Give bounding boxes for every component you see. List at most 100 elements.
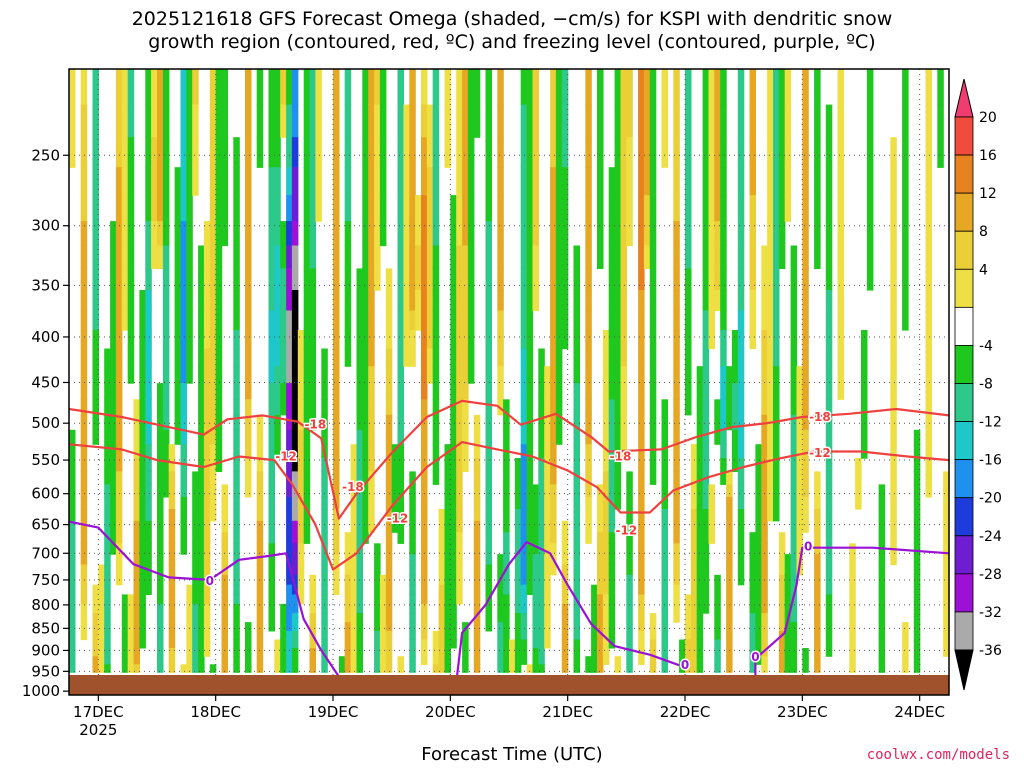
omega-cell <box>104 414 111 431</box>
omega-cell <box>233 496 240 510</box>
omega-cell <box>209 484 217 498</box>
omega-cell <box>192 69 199 106</box>
omega-cell <box>385 656 393 665</box>
omega-cell <box>925 429 932 445</box>
omega-cell <box>585 69 592 106</box>
omega-cell <box>608 471 616 485</box>
omega-cell <box>462 167 469 196</box>
omega-cell <box>532 245 539 269</box>
omega-cell <box>157 399 164 416</box>
omega-cell <box>714 630 721 641</box>
omega-cell <box>221 622 228 632</box>
omega-cell <box>397 245 404 269</box>
omega-cell <box>92 429 99 445</box>
omega-cell <box>626 532 633 544</box>
omega-cell <box>913 458 921 472</box>
omega-cell <box>937 69 944 106</box>
omega-cell <box>866 195 874 222</box>
omega-cell <box>145 471 152 485</box>
omega-cell <box>737 429 745 445</box>
omega-cell <box>80 594 88 605</box>
omega-cell <box>626 622 633 632</box>
omega-cell <box>309 603 316 614</box>
omega-cell <box>790 310 798 331</box>
omega-cell <box>233 554 240 566</box>
omega-cell <box>286 532 293 544</box>
omega-cell <box>309 664 316 673</box>
omega-cell <box>145 444 152 459</box>
omega-cell <box>291 564 299 576</box>
omega-cell <box>626 594 633 605</box>
omega-cell <box>585 366 592 384</box>
omega-cell <box>374 554 381 566</box>
omega-cell <box>321 639 328 649</box>
omega-cell <box>937 104 944 138</box>
omega-cell <box>526 195 534 222</box>
omega-cell <box>913 574 921 586</box>
omega-cell <box>890 414 897 431</box>
omega-cell <box>620 330 627 350</box>
omega-cell <box>409 509 416 522</box>
omega-cell <box>626 167 633 196</box>
omega-cell <box>790 584 798 595</box>
omega-cell <box>608 245 616 269</box>
omega-cell <box>773 69 780 106</box>
omega-cell <box>186 366 193 384</box>
omega-cell <box>115 471 123 485</box>
omega-cell <box>162 221 170 247</box>
omega-cell <box>708 137 715 168</box>
omega-cell <box>685 656 692 665</box>
omega-cell <box>104 554 111 566</box>
omega-cell <box>814 221 821 247</box>
omega-cell <box>943 639 949 649</box>
omega-cell <box>673 290 680 312</box>
omega-cell <box>485 532 492 544</box>
omega-cell <box>450 622 457 632</box>
omega-cell <box>426 245 434 269</box>
omega-cell <box>773 458 780 472</box>
omega-cell <box>532 484 539 498</box>
omega-cell <box>497 167 504 196</box>
omega-cell <box>602 639 610 649</box>
omega-cell <box>790 622 798 632</box>
omega-cell <box>497 656 504 665</box>
omega-cell <box>685 664 692 673</box>
omega-cell <box>139 429 146 445</box>
omega-cell <box>80 399 88 416</box>
omega-cell <box>749 564 756 576</box>
omega-cell <box>321 509 328 522</box>
omega-cell <box>597 639 604 649</box>
omega-cell <box>98 639 105 649</box>
omega-cell <box>714 69 721 106</box>
omega-cell <box>585 484 592 498</box>
omega-cell <box>573 484 580 498</box>
omega-cell <box>520 639 528 649</box>
credit-link[interactable]: coolwx.com/models <box>866 747 1010 763</box>
omega-cell <box>110 532 117 544</box>
omega-cell <box>573 564 580 576</box>
omega-cell <box>755 594 762 605</box>
omega-cell <box>162 310 170 331</box>
omega-cell <box>550 414 557 431</box>
omega-cell <box>385 348 393 367</box>
omega-cell <box>421 348 428 367</box>
omega-cell <box>121 221 129 247</box>
omega-cell <box>397 414 404 431</box>
omega-cell <box>368 496 375 510</box>
omega-cell <box>385 330 393 350</box>
omega-cell <box>104 574 111 586</box>
omega-cell <box>726 630 733 641</box>
omega-cell <box>796 484 803 498</box>
omega-cell <box>286 268 293 291</box>
omega-cell <box>432 221 440 247</box>
omega-cell <box>761 543 768 555</box>
omega-cell <box>597 664 604 673</box>
omega-cell <box>690 458 698 472</box>
omega-cell <box>333 520 340 533</box>
omega-cell <box>450 414 457 431</box>
omega-cell <box>92 594 99 605</box>
omega-cell <box>444 564 451 576</box>
omega-cell <box>561 613 569 623</box>
omega-cell <box>802 290 809 312</box>
omega-cell <box>943 484 949 498</box>
